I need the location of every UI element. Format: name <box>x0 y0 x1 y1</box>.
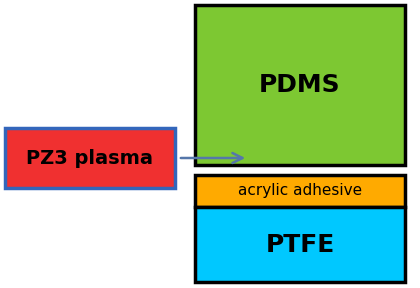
Bar <box>5 128 175 188</box>
Bar <box>195 207 405 282</box>
Bar <box>195 5 405 165</box>
Text: PZ3 plasma: PZ3 plasma <box>26 149 153 168</box>
Text: PTFE: PTFE <box>265 232 335 257</box>
Text: acrylic adhesive: acrylic adhesive <box>238 183 362 198</box>
Text: PDMS: PDMS <box>259 73 341 97</box>
Bar <box>195 175 405 207</box>
